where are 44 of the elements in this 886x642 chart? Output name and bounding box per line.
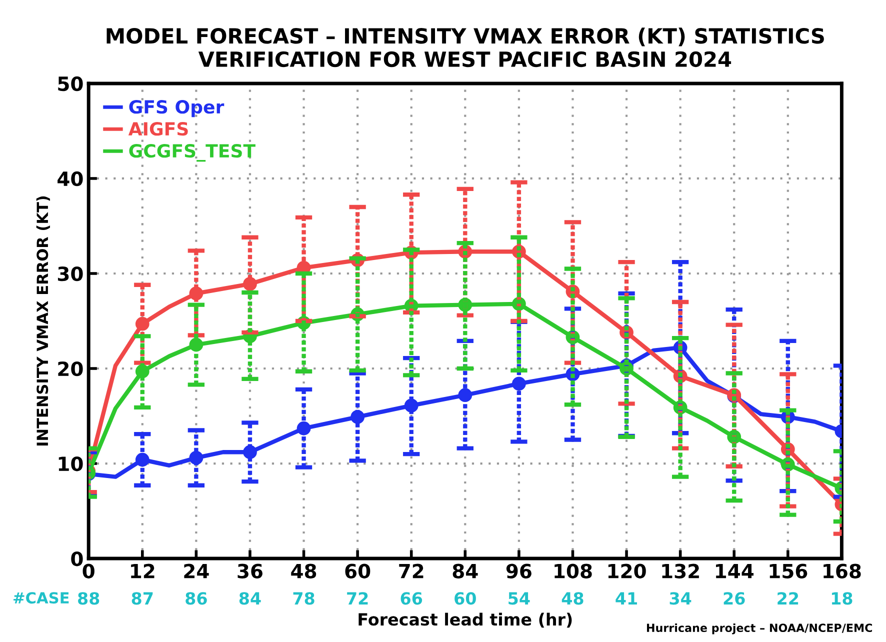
y-tick-label: 40 xyxy=(58,171,83,186)
chart-title: MODEL FORECAST – INTENSITY VMAX ERROR (KT) STATISTICS VERIFICATION FOR WEST PACIFIC BASIN 2024 xyxy=(106,28,824,68)
x-tick-label: 144 xyxy=(716,564,754,578)
x-tick-label: 168 xyxy=(824,564,861,578)
text: 18 xyxy=(832,592,852,605)
text: Hurricane project – NOAA/NCEP/EMC xyxy=(646,623,872,634)
x-tick-label: 132 xyxy=(662,564,699,578)
y-tick-label: 20 xyxy=(58,361,83,376)
text: 34 xyxy=(670,592,692,605)
x-tick-label: 60 xyxy=(345,564,370,578)
text: 87 xyxy=(132,592,153,605)
text: 66 xyxy=(400,592,422,605)
text: 60 xyxy=(454,592,476,605)
x-tick-label: 120 xyxy=(608,564,646,578)
y-axis-title: INTENSITY VMAX ERROR (KT) xyxy=(36,196,50,446)
x-tick-label: 108 xyxy=(554,564,592,578)
x-tick-label: 0 xyxy=(82,564,94,578)
legend-label: GCGFS_TEST xyxy=(129,144,256,162)
y-tick-label: 30 xyxy=(58,266,83,282)
y-tick-label: 0 xyxy=(71,551,83,566)
y-tick-label: 50 xyxy=(58,76,83,92)
y-tick-label: 10 xyxy=(58,456,83,472)
x-tick-label: 96 xyxy=(506,564,532,578)
x-tick-label: 72 xyxy=(399,564,424,578)
x-tick-label: 48 xyxy=(291,564,316,578)
text: 78 xyxy=(293,592,314,605)
text: 26 xyxy=(724,592,745,605)
text: 72 xyxy=(347,592,368,604)
text: 84 xyxy=(239,592,261,605)
x-tick-label: 36 xyxy=(238,564,262,578)
x-tick-label: 156 xyxy=(770,564,808,578)
x-tick-label: 12 xyxy=(131,564,154,578)
x-axis-title: Forecast lead time (hr) xyxy=(358,612,572,628)
text: 88 xyxy=(78,592,100,605)
text: 48 xyxy=(562,592,584,605)
text: 22 xyxy=(778,592,798,604)
text: #CASE xyxy=(14,592,69,604)
legend-label: AIGFS xyxy=(128,122,188,136)
text: 41 xyxy=(616,592,637,604)
legend-label: GFS Oper xyxy=(129,100,224,118)
x-tick-label: 24 xyxy=(184,564,209,578)
x-tick-label: 84 xyxy=(452,564,478,578)
text: 54 xyxy=(508,592,530,605)
text: 86 xyxy=(186,592,207,605)
